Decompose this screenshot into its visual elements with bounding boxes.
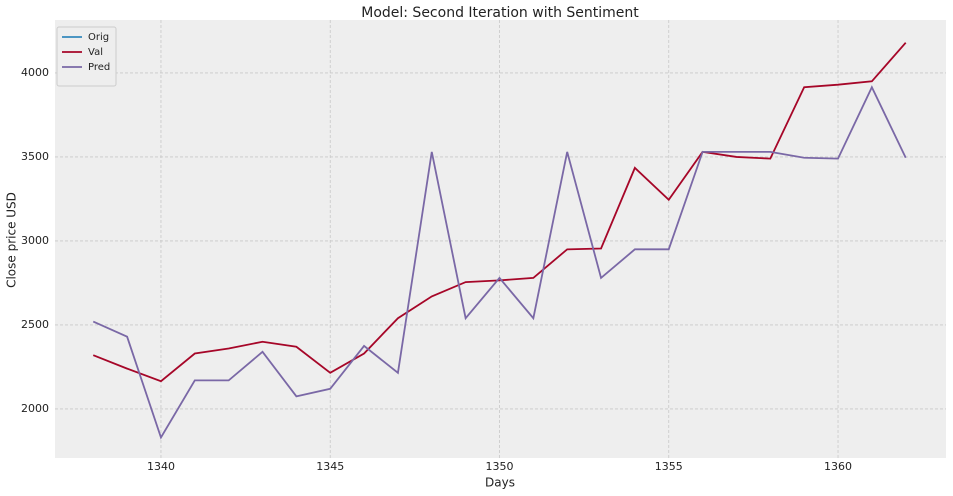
x-tick-label: 1355 [655,460,683,473]
legend-label: Orig [88,32,109,43]
y-tick-label: 4000 [21,66,49,79]
y-tick-label: 2000 [21,402,49,415]
legend-label: Pred [88,62,110,73]
y-axis-label: Close price USD [5,192,19,288]
lines [92,42,907,440]
x-tick-label: 1360 [824,460,852,473]
x-tick-label: 1340 [147,460,175,473]
y-tick-label: 3000 [21,234,49,247]
x-axis-label: Days [485,476,515,490]
plot-area [55,20,946,458]
y-tick-label: 3500 [21,150,49,163]
x-tick-label: 1345 [316,460,344,473]
legend-label: Val [88,47,103,58]
chart-title: Model: Second Iteration with Sentiment [361,5,639,21]
x-tick-label: 1350 [485,460,513,473]
y-tick-label: 2500 [21,318,49,331]
data-line [92,42,907,383]
legend-box [56,26,117,87]
data-line [92,85,907,440]
legend: Orig Val Pred [56,26,117,87]
